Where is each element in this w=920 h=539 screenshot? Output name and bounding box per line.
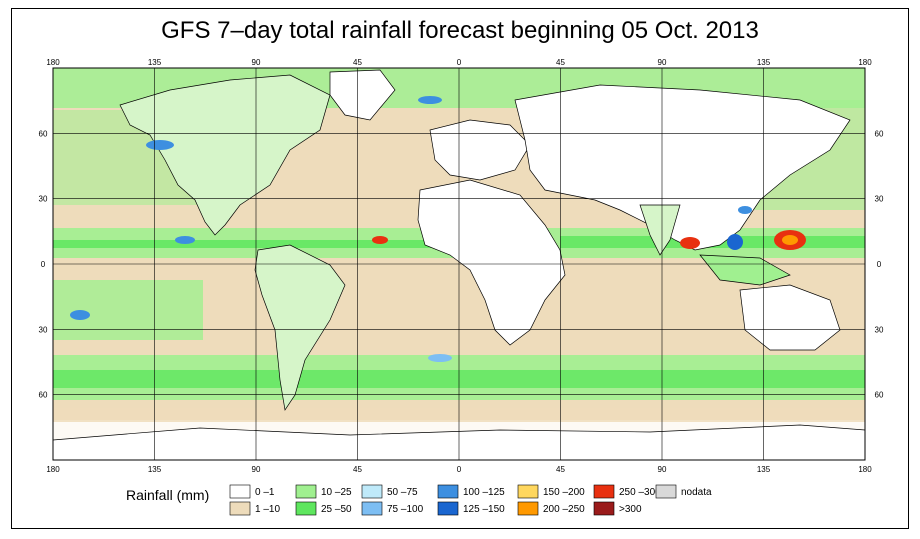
- legend-swatch: [295, 484, 317, 499]
- asia: [514, 84, 851, 251]
- legend-label: 50 –75: [387, 487, 418, 498]
- lon-label-top: 0: [457, 58, 462, 67]
- legend-label: 200 –250: [543, 504, 585, 515]
- india: [639, 204, 681, 256]
- maritime-continent: [699, 254, 791, 286]
- legend-swatch: [361, 484, 383, 499]
- lat-label-right: 0: [877, 260, 882, 269]
- legend: Rainfall (mm) 0 –1 1 –10 10 –25 25 –50 50 –7…: [126, 484, 712, 516]
- legend-label: >300: [619, 504, 642, 515]
- lat-label-right: 60: [875, 391, 884, 400]
- legend-label: 125 –150: [463, 504, 505, 515]
- legend-swatch: [517, 484, 539, 499]
- lon-label-bottom: 45: [353, 465, 362, 474]
- legend-swatch: [593, 501, 615, 516]
- legend-swatch: [593, 484, 615, 499]
- lon-label-bottom: 135: [757, 465, 771, 474]
- legend-label: 250 –300: [619, 487, 661, 498]
- legend-swatch: [295, 501, 317, 516]
- lon-label-top: 45: [353, 58, 362, 67]
- legend-label: 100 –125: [463, 487, 505, 498]
- heavy-rain-hotspots: [70, 96, 806, 362]
- africa: [417, 179, 566, 346]
- lon-label-top: 180: [858, 58, 872, 67]
- greenland: [329, 69, 396, 121]
- north-america: [119, 74, 331, 236]
- legend-swatch: [655, 484, 677, 499]
- lat-label-right: 60: [875, 129, 884, 138]
- legend-title: Rainfall (mm): [126, 487, 209, 503]
- lon-label-bottom: 90: [658, 465, 667, 474]
- lat-label-right: 30: [875, 195, 884, 204]
- lon-label-top: 180: [46, 58, 60, 67]
- lon-label-bottom: 0: [457, 465, 462, 474]
- map-border: [52, 67, 866, 461]
- lon-label-bottom: 90: [252, 465, 261, 474]
- australia: [739, 284, 841, 351]
- lon-label-top: 90: [252, 58, 261, 67]
- legend-swatch: [437, 484, 459, 499]
- legend-label: 10 –25: [321, 487, 352, 498]
- lat-label-left: 60: [39, 129, 48, 138]
- lon-label-bottom: 45: [556, 465, 565, 474]
- legend-label: nodata: [681, 487, 712, 498]
- lon-label-bottom: 180: [46, 465, 60, 474]
- legend-swatch: [229, 501, 251, 516]
- lon-label-top: 135: [148, 58, 162, 67]
- legend-swatch: [229, 484, 251, 499]
- lon-label-bottom: 135: [148, 465, 162, 474]
- lon-label-bottom: 180: [858, 465, 872, 474]
- legend-label: 25 –50: [321, 504, 352, 515]
- legend-label: 150 –200: [543, 487, 585, 498]
- lat-label-left: 0: [41, 260, 46, 269]
- europe: [429, 119, 531, 181]
- legend-label: 75 –100: [387, 504, 424, 515]
- legend-label: 0 –1: [255, 487, 275, 498]
- lat-label-left: 60: [39, 391, 48, 400]
- lat-label-left: 30: [39, 195, 48, 204]
- legend-swatch: [361, 501, 383, 516]
- legend-label: 1 –10: [255, 504, 280, 515]
- lat-label-left: 30: [39, 325, 48, 334]
- map-title: GFS 7–day total rainfall forecast beginn…: [161, 17, 759, 44]
- legend-swatch: [517, 501, 539, 516]
- legend-swatch: [437, 501, 459, 516]
- axis-labels: 180 180 135 135 90 90 45 45 0 0 45 45 90 90 135 135 180 1…: [39, 58, 884, 474]
- graticule: [53, 68, 865, 460]
- lon-label-top: 45: [556, 58, 565, 67]
- lon-label-top: 135: [757, 58, 771, 67]
- lon-label-top: 90: [658, 58, 667, 67]
- south-america: [254, 244, 346, 411]
- lat-label-right: 30: [875, 325, 884, 334]
